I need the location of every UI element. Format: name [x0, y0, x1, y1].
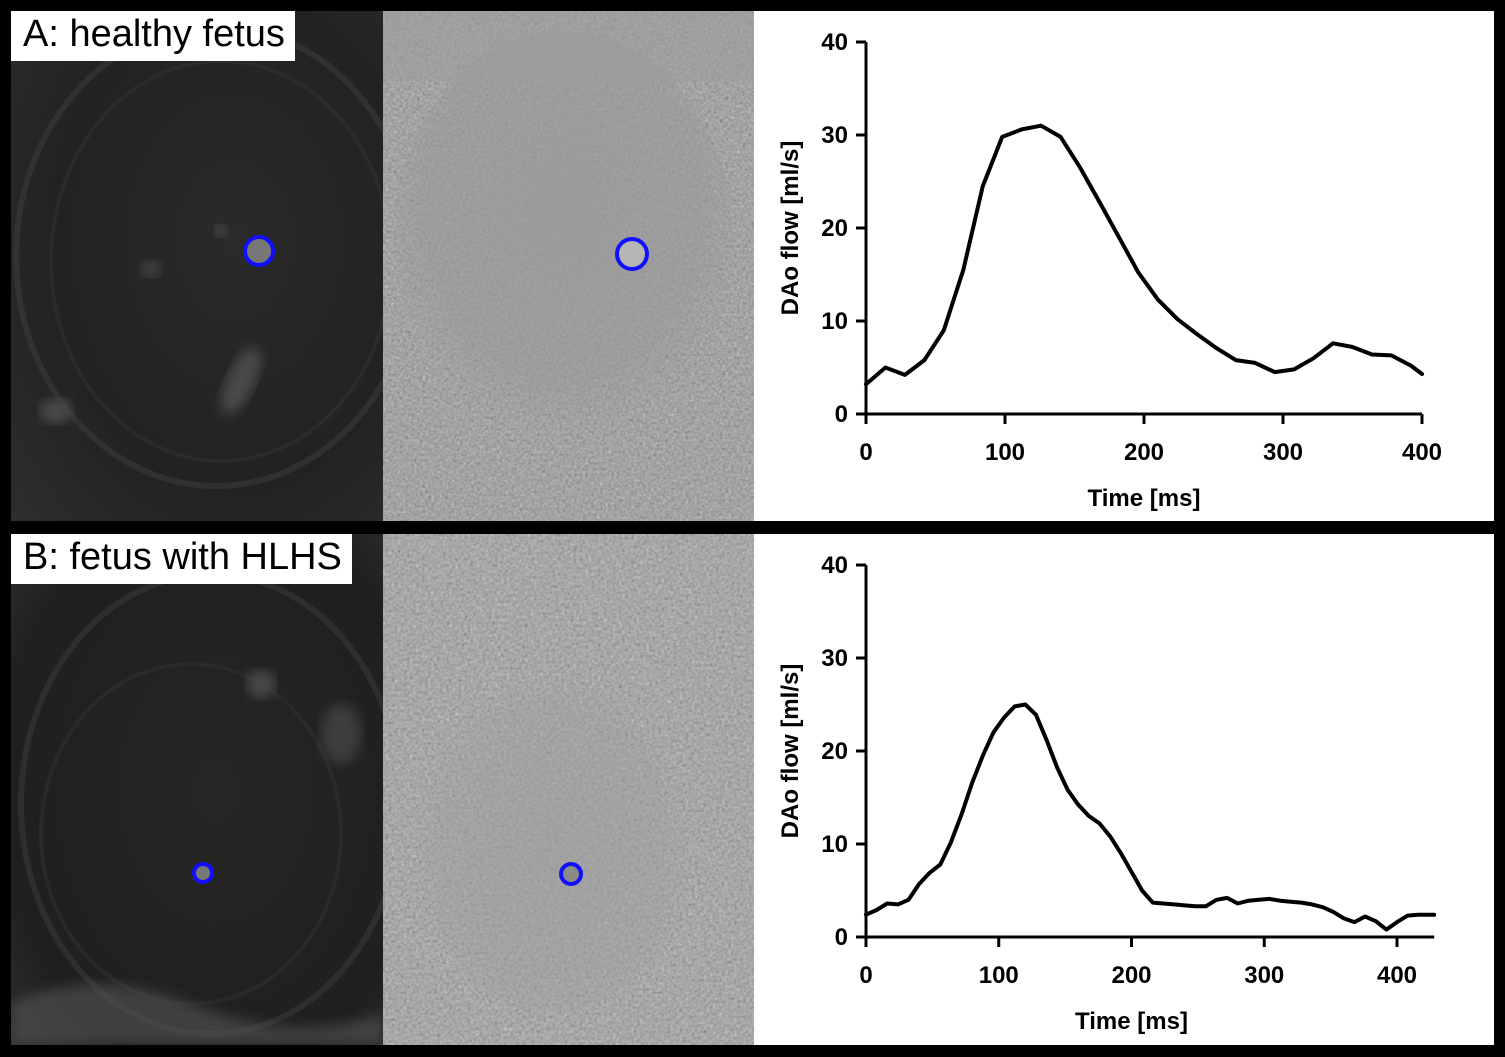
y-tick-label-a: 0	[835, 401, 848, 428]
y-tick-label-a: 10	[821, 308, 848, 335]
x-tick-label-b: 100	[979, 962, 1019, 989]
x-tick-label-b: 200	[1111, 962, 1151, 989]
x-tick-label-a: 300	[1263, 439, 1303, 466]
series-line-a-0	[864, 123, 1424, 387]
phase-image-a	[383, 11, 754, 521]
y-axis-label-a: DAo flow [ml/s]	[777, 141, 804, 316]
panel-a-label: A: healthy fetus	[11, 11, 295, 61]
y-tick-label-b: 20	[821, 738, 848, 765]
magnitude-image-b	[11, 534, 383, 1045]
panel-a: 0 10 20 30 40 0 100 200 300 400 Time [ms] DAo flow …	[11, 11, 1494, 521]
y-tick-label-b: 30	[821, 645, 848, 672]
y-tick-label-b: 0	[835, 924, 848, 951]
x-tick-label-a: 100	[985, 439, 1025, 466]
roi-circle-b-magnitude	[192, 862, 214, 884]
panel-b-label: B: fetus with HLHS	[11, 534, 352, 584]
roi-circle-b-phase	[559, 862, 583, 886]
y-tick-label-a: 40	[821, 29, 848, 56]
y-tick-label-a: 20	[821, 215, 848, 242]
x-tick-label-b: 300	[1244, 962, 1284, 989]
x-axis-label-b: Time [ms]	[1075, 1008, 1188, 1035]
y-tick-label-a: 30	[821, 122, 848, 149]
phase-image-b	[383, 534, 754, 1045]
roi-circle-a-magnitude	[243, 235, 275, 267]
x-tick-label-b: 0	[859, 962, 872, 989]
panel-b: 0 10 20 30 40 0 100 200 300 400 Time [ms] DAo flow …	[11, 534, 1494, 1045]
series-line-b-0	[864, 702, 1437, 932]
y-tick-label-b: 40	[821, 552, 848, 579]
flow-chart-b: 0 10 20 30 40 0 100 200 300 400 Time [ms] DAo flow …	[754, 534, 1494, 1045]
y-axis-label-b: DAo flow [ml/s]	[777, 664, 804, 839]
x-tick-label-a: 0	[859, 439, 872, 466]
y-tick-label-b: 10	[821, 831, 848, 858]
x-tick-label-b: 400	[1377, 962, 1417, 989]
magnitude-image-a	[11, 11, 383, 521]
x-tick-label-a: 200	[1124, 439, 1164, 466]
roi-circle-a-phase	[615, 237, 649, 271]
x-axis-label-a: Time [ms]	[1088, 485, 1201, 512]
x-tick-label-a: 400	[1402, 439, 1442, 466]
flow-chart-a: 0 10 20 30 40 0 100 200 300 400 Time [ms] DAo flow …	[754, 11, 1494, 521]
